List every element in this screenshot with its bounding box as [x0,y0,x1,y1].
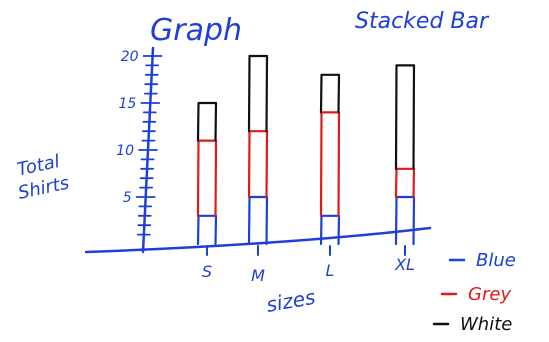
legend: Blue Grey White [432,250,516,335]
bar-segment-white-s [196,101,218,142]
bar-segment-grey-xl [394,167,416,199]
x-tick-labels: S M L XL [202,255,415,285]
x-tick-label: L [326,261,335,280]
bar-segment-grey-l [319,111,341,217]
bar-segment-white-l [319,73,341,114]
y-tick-label: 15 [118,96,136,112]
legend-label: Blue [476,250,516,271]
bar-segment-grey-m [247,130,269,199]
y-tick-label: 10 [116,143,134,159]
bar-segment-blue-l [319,214,341,246]
y-tick-label: 5 [123,190,132,206]
bars-layer [196,54,416,256]
x-axis-label: sizes [264,285,317,317]
bar-segment-grey-s [196,139,218,217]
bar-segment-blue-s [196,214,218,246]
y-tick-label: 20 [121,49,139,65]
x-tick-label: M [251,266,265,285]
y-axis-ticks: 5 10 15 20 [116,49,163,236]
chart-subtitle: Stacked Bar [355,9,490,34]
bar-segment-white-xl [394,64,416,170]
bar-segment-blue-m [247,195,269,246]
legend-label: White [460,314,512,335]
x-tick-label: S [202,262,212,281]
x-axis-line [84,226,432,254]
bar-segment-blue-xl [394,195,416,246]
chart-title: Graph [150,13,242,48]
legend-label: Grey [468,284,511,305]
x-tick-label: XL [394,255,415,274]
bar-segment-white-m [247,54,269,133]
